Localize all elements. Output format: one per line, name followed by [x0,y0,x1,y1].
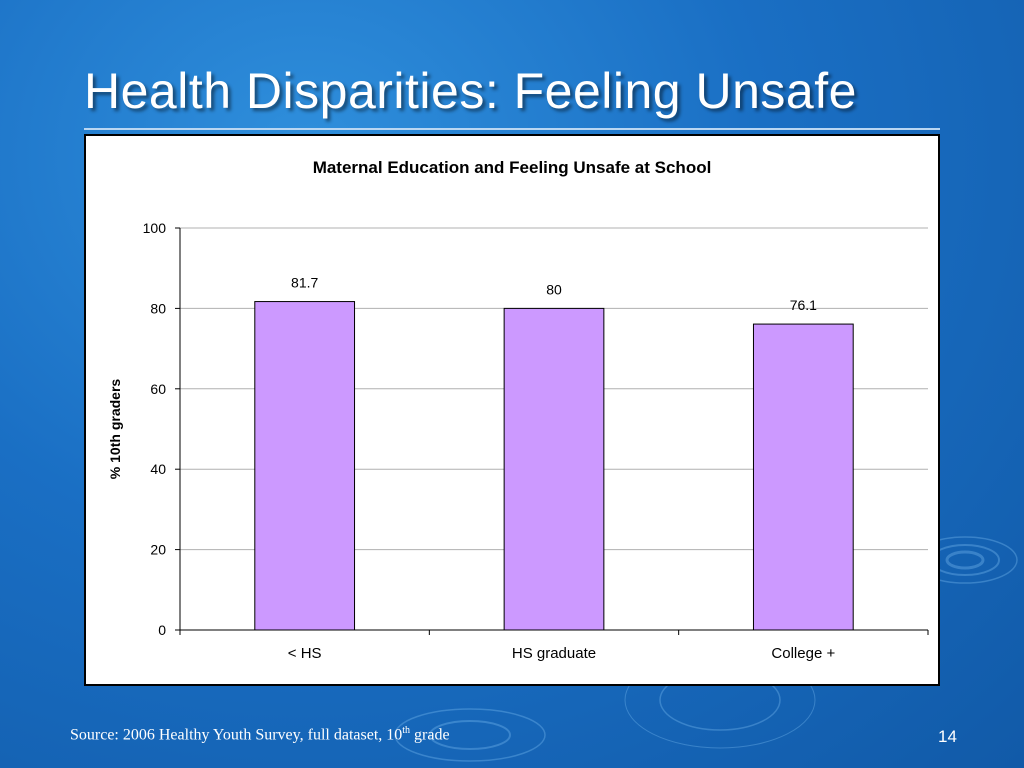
chart-title: Maternal Education and Feeling Unsafe at… [313,158,712,177]
data-label: 81.7 [291,275,318,291]
source-note: Source: 2006 Healthy Youth Survey, full … [70,725,450,744]
title-divider [84,128,940,130]
source-suffix: grade [410,726,450,744]
data-label: 76.1 [790,297,817,313]
x-tick-label: College + [771,645,835,662]
slide-number: 14 [938,727,957,746]
bar-0 [254,301,356,631]
chart-container: Maternal Education and Feeling Unsafe at… [84,134,940,686]
y-tick-label: 80 [150,300,166,316]
x-tick-label: HS graduate [512,645,596,662]
bar-1 [503,307,605,631]
source-text: Source: 2006 Healthy Youth Survey, full … [70,726,403,744]
x-tick-label: < HS [288,645,322,662]
source-superscript: th [402,725,411,736]
slide-title: Health Disparities: Feeling Unsafe [84,63,857,119]
data-label: 80 [546,281,562,297]
y-tick-label: 60 [150,381,166,397]
y-tick-label: 100 [143,220,167,236]
bar-chart: Maternal Education and Feeling Unsafe at… [107,158,929,662]
y-axis-label: % 10th graders [107,379,123,480]
bar-2 [752,323,854,631]
y-tick-label: 0 [158,622,166,638]
y-tick-label: 20 [150,542,166,558]
y-tick-label: 40 [150,461,166,477]
